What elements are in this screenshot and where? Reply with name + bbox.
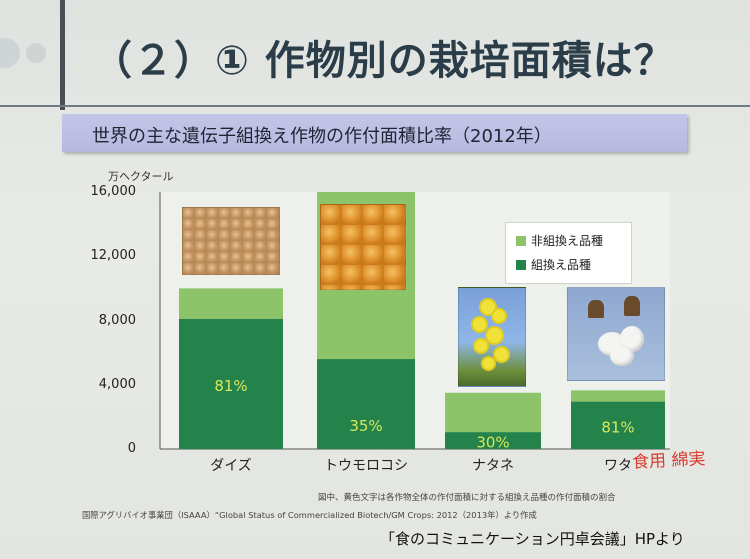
bar-segment-gm: [317, 359, 415, 449]
chart-subtitle: 世界の主な遺伝子組換え作物の作付面積比率（2012年）: [92, 126, 552, 147]
bar-segment-non-gm: [571, 390, 665, 402]
x-tick-label: ワタ: [604, 458, 632, 474]
legend-item-non-gm: 非組換え品種: [516, 232, 603, 249]
title-divider-vertical: [60, 0, 65, 110]
bar-percent-label: 35%: [349, 417, 382, 435]
bar-percent-label: 81%: [214, 377, 247, 395]
x-tick-label: ダイズ: [210, 458, 252, 474]
bar-segment-non-gm: [445, 392, 541, 433]
y-tick-label: 12,000: [90, 248, 137, 264]
cotton-boll-photo: [567, 287, 665, 381]
soybeans-photo: [182, 207, 280, 275]
bar-percent-label: 30%: [476, 434, 509, 452]
y-tick-label: 4,000: [98, 376, 136, 392]
handwritten-note: 食用 綿実: [631, 449, 707, 473]
corn-kernels-photo: [320, 204, 406, 290]
bar-segment-gm: [445, 432, 541, 449]
source-credit: 「食のコミュニケーション円卓会議」HPより: [380, 530, 685, 548]
chart-source: 国際アグリバイオ事業団（ISAAA）“Global Status of Comm…: [82, 510, 537, 520]
bar-percent-label: 81%: [601, 418, 634, 436]
bar-segment-gm: [179, 318, 283, 449]
bar-segment-non-gm: [179, 288, 283, 319]
chart-footnote: 図中、黄色文字は各作物全体の作付面積に対する組換え品種の作付面積の割合: [318, 493, 616, 503]
legend-item-gm: 組換え品種: [516, 256, 591, 273]
y-tick-label: 16,000: [90, 184, 137, 199]
legend-label-gm: 組換え品種: [531, 258, 592, 272]
legend-swatch-gm: [516, 260, 526, 270]
x-tick-label: トウモロコシ: [324, 458, 408, 474]
title-divider-horizontal: [0, 105, 750, 107]
bar-segment-gm: [571, 401, 665, 449]
subtitle-banner: 世界の主な遺伝子組換え作物の作付面積比率（2012年）: [62, 114, 687, 152]
chart-legend: 非組換え品種 組換え品種: [505, 222, 632, 284]
page-title: （２）① 作物別の栽培面積は？: [92, 38, 675, 84]
canola-flower-photo: [458, 287, 526, 387]
x-tick-label: ナタネ: [472, 458, 514, 474]
legend-swatch-non-gm: [516, 236, 526, 246]
legend-label-non-gm: 非組換え品種: [531, 234, 604, 248]
y-tick-label: 8,000: [98, 312, 136, 328]
y-axis-unit: 万ヘクタール: [108, 170, 174, 183]
y-tick-label: 0: [127, 441, 136, 456]
